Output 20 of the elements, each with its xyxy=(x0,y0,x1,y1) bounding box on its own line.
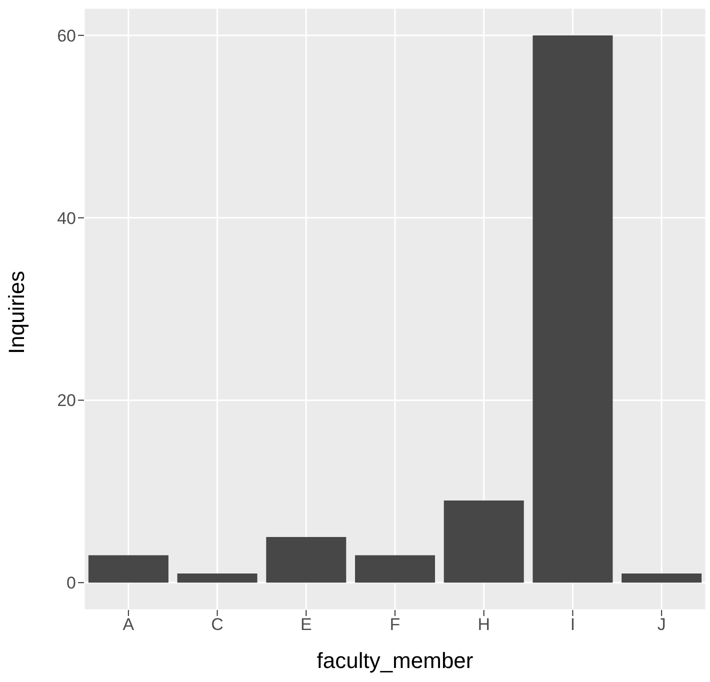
bar xyxy=(622,574,702,583)
x-axis-title: faculty_member xyxy=(316,648,474,673)
y-tick-label: 60 xyxy=(57,26,76,46)
y-tick-label: 20 xyxy=(57,391,76,410)
x-tick-label: C xyxy=(211,615,224,634)
y-tick-label: 40 xyxy=(57,208,76,228)
bar xyxy=(177,574,258,583)
bar xyxy=(444,500,524,583)
bar xyxy=(266,537,346,583)
x-tick-label: J xyxy=(657,615,666,634)
x-tick-label: F xyxy=(390,615,400,634)
bar xyxy=(355,555,436,583)
bar xyxy=(88,555,168,583)
y-tick-label: 0 xyxy=(66,574,76,593)
x-tick-label: I xyxy=(570,615,576,634)
x-tick-label: A xyxy=(122,615,135,634)
x-tick-label: H xyxy=(478,615,490,634)
x-tick-label: E xyxy=(300,615,312,634)
bar xyxy=(532,35,613,583)
y-axis-title: Inquiries xyxy=(4,270,29,354)
